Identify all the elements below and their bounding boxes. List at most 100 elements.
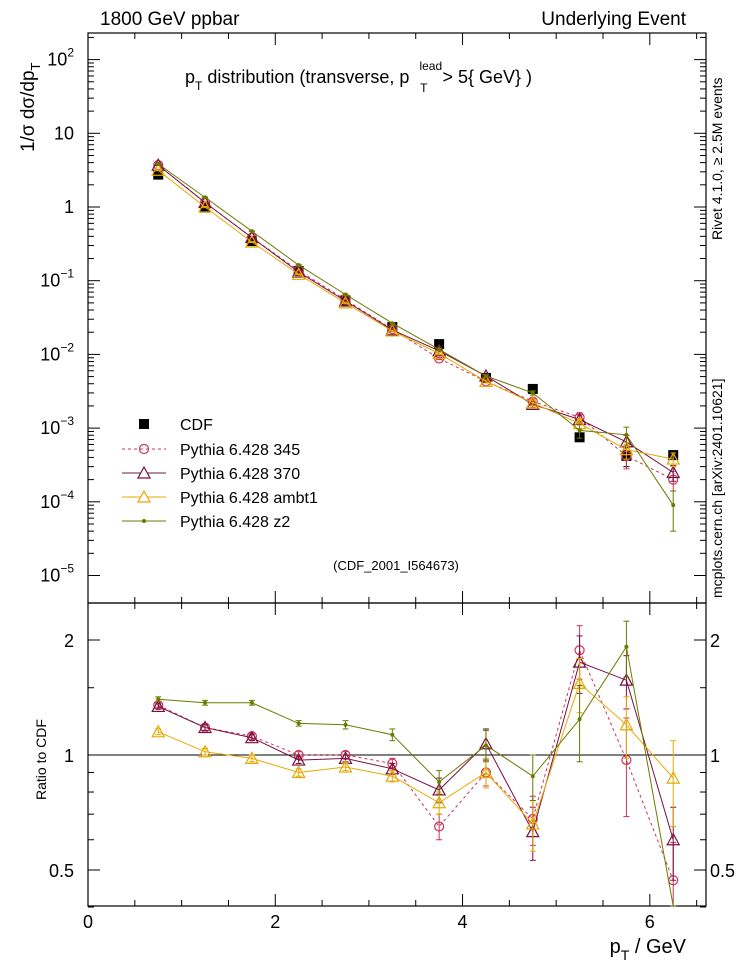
- data-point-pythia-6-428-345: [434, 821, 445, 832]
- data-point-pythia-6-428-ambt1: [198, 199, 213, 213]
- ratio-ytick-label-right: 1: [710, 746, 720, 766]
- legend-entry-370: Pythia 6.428 370: [122, 465, 300, 483]
- main-ylabel-main: 1/σ dσ/dp: [18, 70, 39, 152]
- legend: CDF Pythia 6.428 345 Pythia 6.428 370 Py…: [122, 417, 318, 531]
- data-point-pythia-6-428-z2: [530, 390, 535, 395]
- legend-marker-ambt1: [136, 489, 152, 503]
- data-point-pythia-6-428-ambt1: [338, 759, 353, 773]
- data-point-pythia-6-428-z2: [483, 373, 488, 378]
- series-pythia-6-428-370: [151, 157, 681, 482]
- title-tail: > 5{ GeV} ): [437, 67, 532, 87]
- main-ytick-label: 102: [47, 46, 74, 70]
- data-point-pythia-6-428-370: [198, 720, 213, 734]
- data-point-pythia-6-428-z2: [156, 697, 161, 702]
- data-point-pythia-6-428-ambt1: [525, 816, 540, 830]
- series-line-pythia-6-428-z2: [157, 163, 674, 506]
- data-point-pythia-6-428-ambt1: [291, 267, 306, 280]
- data-point-pythia-6-428-z2: [343, 722, 348, 727]
- data-point-pythia-6-428-z2: [624, 644, 629, 649]
- legend-label-345: Pythia 6.428 345: [180, 442, 300, 459]
- x-axis-label: pT / GeV: [610, 936, 687, 963]
- data-point-pythia-6-428-ambt1: [385, 768, 400, 782]
- title-sub2: T: [420, 81, 428, 95]
- data-point-cdf: [527, 383, 538, 394]
- main-axes: 102 10 1 10−1 10−2 10−3 10−4 10−5: [40, 33, 706, 603]
- legend-marker-345: [138, 443, 150, 455]
- mcplots-label: mcplots.cern.ch [arXiv:2401.10621]: [709, 379, 725, 598]
- data-point-pythia-6-428-z2: [624, 432, 629, 437]
- series-pythia-6-428-ambt1: [151, 657, 681, 852]
- legend-label-370: Pythia 6.428 370: [180, 466, 300, 483]
- ratio-ytick-label: 2: [64, 631, 74, 651]
- data-point-pythia-6-428-z2: [296, 263, 301, 268]
- main-ytick-label: 10: [54, 123, 74, 143]
- title-sup2: lead: [419, 59, 442, 73]
- data-point-cdf: [153, 169, 164, 180]
- data-point-pythia-6-428-z2: [483, 743, 488, 748]
- legend-marker-z2: [142, 519, 146, 523]
- ratio-xtick-label: 4: [458, 912, 468, 932]
- data-point-pythia-6-428-ambt1: [619, 442, 634, 456]
- legend-label-ambt1: Pythia 6.428 ambt1: [180, 490, 318, 507]
- xlabel-rest: / GeV: [629, 936, 686, 958]
- xlabel-sub: T: [621, 947, 630, 963]
- data-point-pythia-6-428-z2: [530, 774, 535, 779]
- legend-label-z2: Pythia 6.428 z2: [180, 514, 290, 531]
- data-point-pythia-6-428-370: [244, 730, 259, 744]
- data-point-pythia-6-428-z2: [437, 347, 442, 352]
- data-point-pythia-6-428-z2: [203, 195, 208, 200]
- data-point-pythia-6-428-z2: [437, 779, 442, 784]
- main-ytick-label: 10−3: [40, 414, 74, 438]
- data-point-pythia-6-428-z2: [296, 721, 301, 726]
- data-point-pythia-6-428-ambt1: [432, 795, 447, 809]
- main-ytick-label: 1: [64, 197, 74, 217]
- series-line-pythia-6-428-370: [157, 164, 674, 473]
- title-rest: distribution (transverse, p: [202, 67, 409, 87]
- header-left: 1800 GeV ppbar: [100, 9, 240, 30]
- ratio-ytick-label: 1: [64, 746, 74, 766]
- legend-entry-ambt1: Pythia 6.428 ambt1: [122, 489, 318, 507]
- ratio-ytick-label-right: 2: [710, 631, 720, 651]
- series-pythia-6-428-z2: [155, 161, 677, 532]
- data-point-pythia-6-428-z2: [390, 321, 395, 326]
- ratio-xtick-label: 6: [645, 912, 655, 932]
- data-point-pythia-6-428-ambt1: [338, 295, 353, 309]
- data-point-pythia-6-428-370: [291, 752, 306, 766]
- data-point-pythia-6-428-ambt1: [619, 717, 634, 731]
- ratio-series: [151, 620, 681, 907]
- ratio-xtick-label: 2: [270, 912, 280, 932]
- series-pythia-6-428-z2: [155, 620, 677, 907]
- data-point-pythia-6-428-370: [291, 264, 306, 278]
- title-sub: T: [195, 79, 203, 93]
- analysis-watermark: (CDF_2001_I564673): [333, 558, 459, 573]
- title-main: p: [185, 67, 195, 87]
- xlabel-main: p: [610, 936, 621, 958]
- data-point-pythia-6-428-ambt1: [432, 346, 447, 360]
- data-point-cdf: [387, 322, 398, 333]
- rivet-label: Rivet 4.1.0, ≥ 2.5M events: [709, 77, 725, 240]
- data-point-pythia-6-428-370: [151, 699, 166, 713]
- series-line-pythia-6-428-345: [157, 648, 674, 881]
- data-point-pythia-6-428-z2: [156, 161, 161, 166]
- data-point-pythia-6-428-ambt1: [198, 744, 213, 758]
- data-point-pythia-6-428-ambt1: [666, 770, 681, 784]
- data-point-pythia-6-428-ambt1: [151, 724, 166, 738]
- legend-entry-345: Pythia 6.428 345: [122, 442, 300, 459]
- data-point-pythia-6-428-z2: [343, 292, 348, 297]
- main-ytick-label: 10−2: [40, 340, 74, 364]
- ratio-ylabel: Ratio to CDF: [33, 719, 49, 800]
- data-point-pythia-6-428-370: [619, 672, 634, 686]
- series-line-pythia-6-428-370: [157, 661, 674, 840]
- main-ytick-label: 10−4: [40, 488, 74, 512]
- main-ytick-label: 10−1: [40, 267, 74, 291]
- legend-entry-z2: Pythia 6.428 z2: [122, 514, 290, 531]
- data-point-pythia-6-428-ambt1: [151, 163, 166, 176]
- data-point-pythia-6-428-370: [666, 465, 681, 479]
- data-point-pythia-6-428-ambt1: [478, 374, 493, 388]
- data-point-pythia-6-428-ambt1: [291, 765, 306, 779]
- series-pythia-6-428-345: [153, 625, 679, 907]
- legend-label-cdf: CDF: [180, 417, 213, 434]
- header-right: Underlying Event: [541, 9, 686, 30]
- plot-title: pT distribution (transverse, plead T > 5{…: [185, 59, 532, 95]
